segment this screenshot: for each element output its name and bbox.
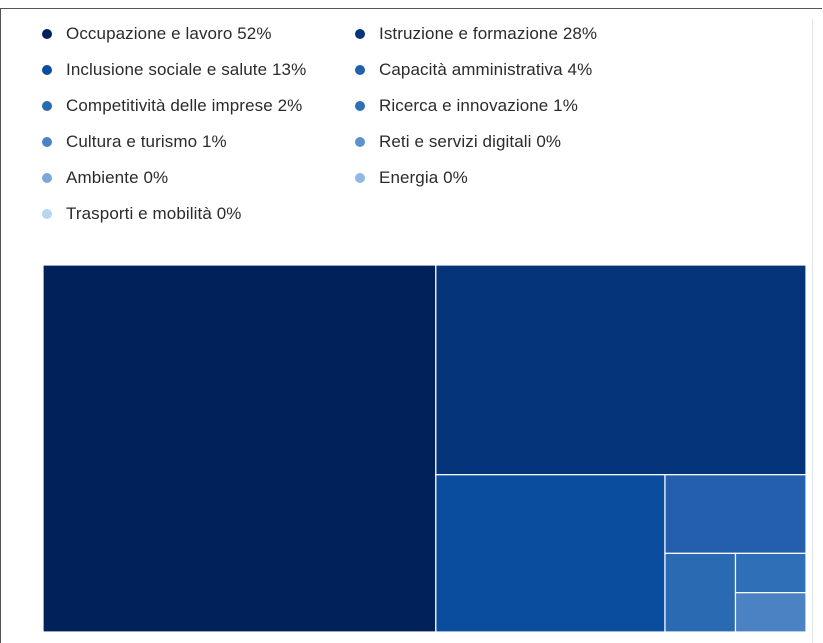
treemap-cell[interactable]: Inclusione sociale e salute 13% (435, 474, 666, 632)
legend-item[interactable]: Capacità amministrativa 4% (355, 59, 592, 81)
legend-dot-icon (355, 101, 365, 111)
treemap-cell[interactable]: Occupazione e lavoro 52% (43, 265, 437, 632)
divider (812, 18, 813, 643)
legend-dot-icon (42, 173, 52, 183)
legend-dot-icon (42, 29, 52, 39)
legend-dot-icon (355, 65, 365, 75)
legend-item[interactable]: Reti e servizi digitali 0% (355, 131, 561, 153)
legend-dot-icon (42, 101, 52, 111)
legend-dot-icon (42, 209, 52, 219)
legend-dot-icon (355, 29, 365, 39)
legend-label: Inclusione sociale e salute 13% (66, 60, 307, 79)
legend-label: Ambiente 0% (66, 168, 169, 187)
legend-item[interactable]: Inclusione sociale e salute 13% (42, 59, 306, 81)
legend-label: Energia 0% (379, 168, 468, 187)
legend-item[interactable]: Trasporti e mobilità 0% (42, 203, 242, 225)
legend-label: Reti e servizi digitali 0% (379, 132, 562, 151)
legend-label: Competitività delle imprese 2% (66, 96, 303, 115)
legend-label: Trasporti e mobilità 0% (66, 204, 242, 223)
legend-item[interactable]: Ricerca e innovazione 1% (355, 95, 578, 117)
treemap-cell[interactable]: Capacità amministrativa 4% (664, 474, 806, 554)
treemap-cell[interactable]: Ricerca e innovazione 1% (734, 552, 806, 594)
treemap-svg: Occupazione e lavoro 52%Istruzione e for… (43, 265, 806, 632)
legend-label: Occupazione e lavoro 52% (66, 24, 272, 43)
chart-frame (0, 8, 822, 643)
legend-dot-icon (355, 137, 365, 147)
treemap-cell[interactable]: Istruzione e formazione 28% (435, 265, 806, 476)
legend-label: Ricerca e innovazione 1% (379, 96, 578, 115)
legend-label: Cultura e turismo 1% (66, 132, 227, 151)
legend-item[interactable]: Occupazione e lavoro 52% (42, 23, 272, 45)
legend-dot-icon (42, 65, 52, 75)
legend-dot-icon (42, 137, 52, 147)
treemap-cell[interactable]: Cultura e turismo 1% (734, 592, 806, 632)
legend-dot-icon (355, 173, 365, 183)
legend-item[interactable]: Istruzione e formazione 28% (355, 23, 597, 45)
legend-item[interactable]: Competitività delle imprese 2% (42, 95, 302, 117)
legend-item[interactable]: Ambiente 0% (42, 167, 168, 189)
legend-label: Istruzione e formazione 28% (379, 24, 598, 43)
legend-label: Capacità amministrativa 4% (379, 60, 593, 79)
treemap-cell[interactable]: Competitività delle imprese 2% (664, 552, 737, 632)
treemap-chart: Occupazione e lavoro 52%Istruzione e for… (43, 265, 806, 632)
legend-item[interactable]: Energia 0% (355, 167, 468, 189)
legend-item[interactable]: Cultura e turismo 1% (42, 131, 227, 153)
